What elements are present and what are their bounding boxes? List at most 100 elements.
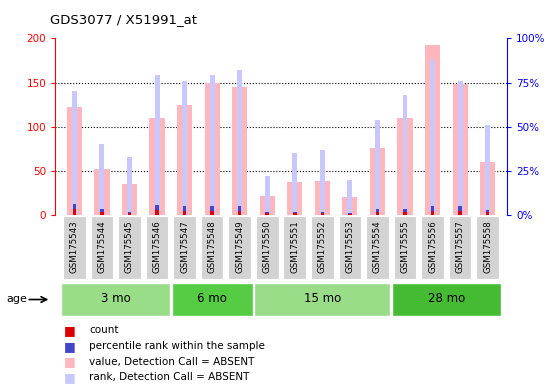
FancyBboxPatch shape — [62, 283, 170, 316]
Bar — [73, 204, 76, 209]
Bar — [149, 118, 165, 215]
Bar — [376, 212, 379, 215]
Text: percentile rank within the sample: percentile rank within the sample — [89, 341, 265, 351]
Bar — [402, 95, 407, 215]
Text: 15 mo: 15 mo — [304, 292, 341, 305]
FancyBboxPatch shape — [172, 283, 252, 316]
Bar — [237, 70, 242, 215]
Text: GSM175544: GSM175544 — [98, 220, 106, 273]
FancyBboxPatch shape — [63, 216, 86, 279]
Bar — [122, 184, 137, 215]
FancyBboxPatch shape — [338, 216, 361, 279]
Bar — [397, 118, 413, 215]
Text: 6 mo: 6 mo — [197, 292, 227, 305]
Text: ■: ■ — [64, 339, 76, 353]
FancyBboxPatch shape — [256, 216, 279, 279]
Bar — [210, 206, 214, 210]
FancyBboxPatch shape — [228, 216, 251, 279]
Bar — [128, 213, 131, 215]
Bar — [321, 213, 324, 215]
Text: GSM175556: GSM175556 — [428, 220, 437, 273]
Bar — [375, 120, 380, 215]
Text: GSM175547: GSM175547 — [180, 220, 189, 273]
Text: GSM175546: GSM175546 — [153, 220, 161, 273]
Bar — [292, 153, 298, 215]
FancyBboxPatch shape — [449, 216, 471, 279]
Bar — [154, 76, 160, 215]
Bar — [321, 212, 324, 213]
Bar — [72, 91, 77, 215]
Bar — [348, 213, 352, 214]
FancyBboxPatch shape — [90, 216, 114, 279]
Bar — [266, 213, 269, 215]
Text: ■: ■ — [64, 355, 76, 368]
Text: value, Detection Call = ABSENT: value, Detection Call = ABSENT — [89, 357, 255, 367]
Bar — [485, 125, 490, 215]
Bar — [347, 180, 353, 215]
Bar — [458, 210, 462, 215]
Bar — [238, 210, 241, 215]
FancyBboxPatch shape — [421, 216, 444, 279]
FancyBboxPatch shape — [392, 283, 500, 316]
Bar — [260, 195, 275, 215]
Bar — [238, 206, 241, 210]
Bar — [264, 176, 269, 215]
Bar — [182, 81, 187, 215]
Text: GSM175549: GSM175549 — [235, 220, 244, 273]
Text: rank, Detection Call = ABSENT: rank, Detection Call = ABSENT — [89, 372, 250, 382]
Bar — [155, 205, 159, 210]
Bar — [183, 206, 186, 210]
Bar — [183, 210, 186, 215]
FancyBboxPatch shape — [393, 216, 417, 279]
Bar — [232, 87, 247, 215]
Text: GSM175543: GSM175543 — [70, 220, 79, 273]
Bar — [67, 107, 82, 215]
FancyBboxPatch shape — [476, 216, 499, 279]
Bar — [431, 206, 434, 210]
Bar — [94, 169, 110, 215]
Bar — [480, 162, 495, 215]
Bar — [403, 212, 407, 215]
Text: GSM175557: GSM175557 — [456, 220, 464, 273]
Bar — [320, 150, 325, 215]
Bar — [100, 209, 104, 212]
Bar — [293, 213, 296, 215]
FancyBboxPatch shape — [366, 216, 389, 279]
Bar — [293, 212, 296, 213]
Text: ■: ■ — [64, 371, 76, 384]
Bar — [73, 209, 76, 215]
FancyBboxPatch shape — [254, 283, 390, 316]
FancyBboxPatch shape — [118, 216, 141, 279]
Text: GSM175553: GSM175553 — [345, 220, 354, 273]
Bar — [430, 60, 435, 215]
Bar — [315, 182, 330, 215]
Bar — [403, 209, 407, 212]
Text: GSM175551: GSM175551 — [290, 220, 299, 273]
Bar — [287, 182, 302, 215]
Text: 3 mo: 3 mo — [101, 292, 131, 305]
Bar — [486, 210, 489, 212]
Bar — [370, 148, 385, 215]
Bar — [155, 210, 159, 215]
FancyBboxPatch shape — [145, 216, 169, 279]
FancyBboxPatch shape — [284, 216, 306, 279]
Bar — [342, 197, 358, 215]
Bar — [486, 212, 489, 215]
Text: age: age — [7, 294, 28, 304]
Bar — [425, 45, 440, 215]
Bar — [99, 144, 105, 215]
Text: GSM175550: GSM175550 — [263, 220, 272, 273]
Bar — [431, 210, 434, 215]
Bar — [127, 157, 132, 215]
Text: ■: ■ — [64, 324, 76, 337]
Text: GSM175552: GSM175552 — [318, 220, 327, 273]
FancyBboxPatch shape — [173, 216, 196, 279]
Text: GSM175548: GSM175548 — [208, 220, 217, 273]
Bar — [452, 84, 468, 215]
Bar — [177, 104, 192, 215]
Text: GDS3077 / X51991_at: GDS3077 / X51991_at — [50, 13, 197, 26]
Text: GSM175554: GSM175554 — [373, 220, 382, 273]
Text: GSM175555: GSM175555 — [401, 220, 409, 273]
Bar — [100, 212, 104, 215]
Text: count: count — [89, 326, 118, 336]
